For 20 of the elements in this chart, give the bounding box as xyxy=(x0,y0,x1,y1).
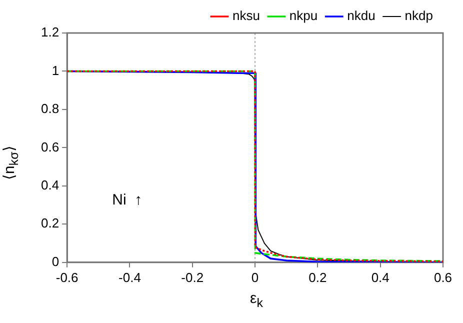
y-tick-label: 0.4 xyxy=(40,178,60,193)
x-tick-label: -0.6 xyxy=(56,270,78,285)
legend-label: nkpu xyxy=(289,8,318,24)
legend-label: nksu xyxy=(232,8,260,24)
x-tick-label: -0.4 xyxy=(118,270,141,285)
y-tick-label: 1.2 xyxy=(40,24,60,40)
legend-label: nkdp xyxy=(404,8,434,24)
y-tick-label: 0.6 xyxy=(40,139,60,154)
x-tick-label: 0.6 xyxy=(434,270,452,285)
x-axis-title: ε$_{k}$ xyxy=(250,290,263,310)
x-tick-label: 0 xyxy=(251,270,259,285)
y-tick-label: 0.2 xyxy=(40,216,60,231)
y-tick-label: 0 xyxy=(52,254,60,269)
annotation: Ni ↑ xyxy=(112,192,142,209)
y-tick-label: 1 xyxy=(52,62,60,78)
x-tick-label: -0.2 xyxy=(181,270,204,285)
legend-label: nkdu xyxy=(347,8,376,24)
x-tick-label: 0.4 xyxy=(371,270,390,285)
y-tick-label: 0.8 xyxy=(40,101,60,116)
x-tick-label: 0.2 xyxy=(308,270,327,285)
